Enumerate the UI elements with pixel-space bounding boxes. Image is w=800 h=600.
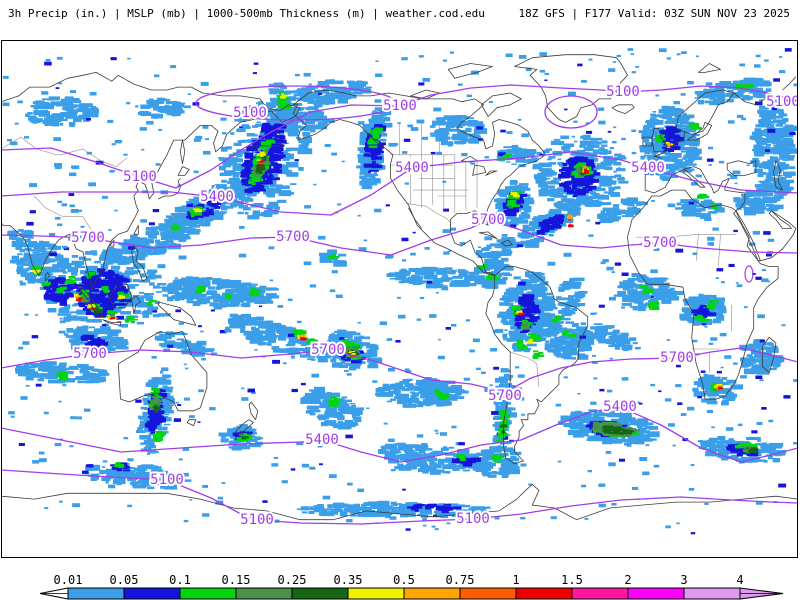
thickness-contour-label: 5700: [73, 346, 107, 362]
thickness-contour-label: 5400: [395, 160, 429, 176]
thickness-contour-label: 5700: [643, 235, 677, 251]
model-run-valid-time: 18Z GFS | F177 Valid: 03Z SUN NOV 23 202…: [518, 7, 790, 20]
legend-segment: [235, 587, 293, 600]
precip-color-scale: 0.01 0.05 0.1 0.15 0.25 0.35 0.5 0.75 1 1.5 2 3 4: [0, 558, 800, 600]
legend-segment: [403, 587, 461, 600]
title-bar: 3h Precip (in.) | MSLP (mb) | 1000-500mb…: [0, 0, 800, 40]
thickness-contour-label: 5100: [233, 105, 267, 121]
legend-tick-label: 0.5: [393, 573, 415, 587]
map-border: [1, 40, 798, 558]
thickness-contour-label: 5400: [305, 432, 339, 448]
legend-tick-label: 1: [512, 573, 519, 587]
legend-segment: [291, 587, 349, 600]
legend-tick-label: 0.1: [169, 573, 191, 587]
legend-bar: [39, 587, 784, 600]
legend-tick-label: 0.01: [54, 573, 83, 587]
legend-segment: [571, 587, 629, 600]
legend-segment: [67, 587, 125, 600]
thickness-contour-label: 5400: [200, 189, 234, 205]
legend-tick-label: 0.35: [334, 573, 363, 587]
legend-tick-label: 0.15: [222, 573, 251, 587]
contour-labels-layer: 5100 5400 5700 5100 5100 5100 5400 5400 5700 5700…: [69, 82, 800, 530]
thickness-contour-label: 5400: [603, 399, 637, 415]
thickness-contour-label: 5100: [456, 511, 490, 527]
thickness-contour-label: 5100: [150, 472, 184, 488]
legend-segment: [179, 587, 237, 600]
product-title: 3h Precip (in.) | MSLP (mb) | 1000-500mb…: [8, 7, 485, 20]
legend-segment: [347, 587, 405, 600]
legend-tick-label: 1.5: [561, 573, 583, 587]
thickness-contour-label: 5400: [631, 160, 665, 176]
thickness-contour-label: 5700: [471, 212, 505, 228]
legend-segment: [627, 587, 685, 600]
map-canvas: 5100 5400 5700 5100 5100 5100 5400 5400 5700 5700…: [0, 40, 800, 558]
thickness-contour-label: 5100: [606, 84, 640, 100]
legend-tick-labels: 0.01 0.05 0.1 0.15 0.25 0.35 0.5 0.75 1 1.5 2 3 4: [54, 573, 744, 587]
thickness-contour-label: 5700: [276, 229, 310, 245]
legend-tick-label: 0.25: [278, 573, 307, 587]
legend-tick-label: 4: [736, 573, 743, 587]
thickness-contour-label: 5700: [488, 388, 522, 404]
legend-canvas: 0.01 0.05 0.1 0.15 0.25 0.35 0.5 0.75 1 1.5 2 3 4: [39, 573, 784, 600]
legend-tick-label: 2: [624, 573, 631, 587]
legend-segment: [123, 587, 181, 600]
legend-segment: [515, 587, 573, 600]
legend-segment: [459, 587, 517, 600]
thickness-contours-layer: [0, 84, 799, 525]
thickness-contour-label: 5100: [766, 94, 798, 110]
thickness-contour-label: 5100: [240, 512, 274, 528]
legend-tick-label: 3: [680, 573, 687, 587]
thickness-contour-label: 5700: [311, 342, 345, 358]
thickness-contour-label: 5100: [383, 98, 417, 114]
coastlines-layer: [0, 54, 798, 521]
thickness-contour-label: 5700: [71, 230, 105, 246]
world-map-frame: 5100 5400 5700 5100 5100 5100 5400 5400 5700 5700…: [0, 40, 800, 558]
legend-tick-label: 0.05: [110, 573, 139, 587]
legend-segment: [683, 587, 741, 600]
thickness-contour-label: 5700: [660, 350, 694, 366]
legend-tick-label: 0.75: [446, 573, 475, 587]
thickness-contour-label: 5100: [123, 169, 157, 185]
